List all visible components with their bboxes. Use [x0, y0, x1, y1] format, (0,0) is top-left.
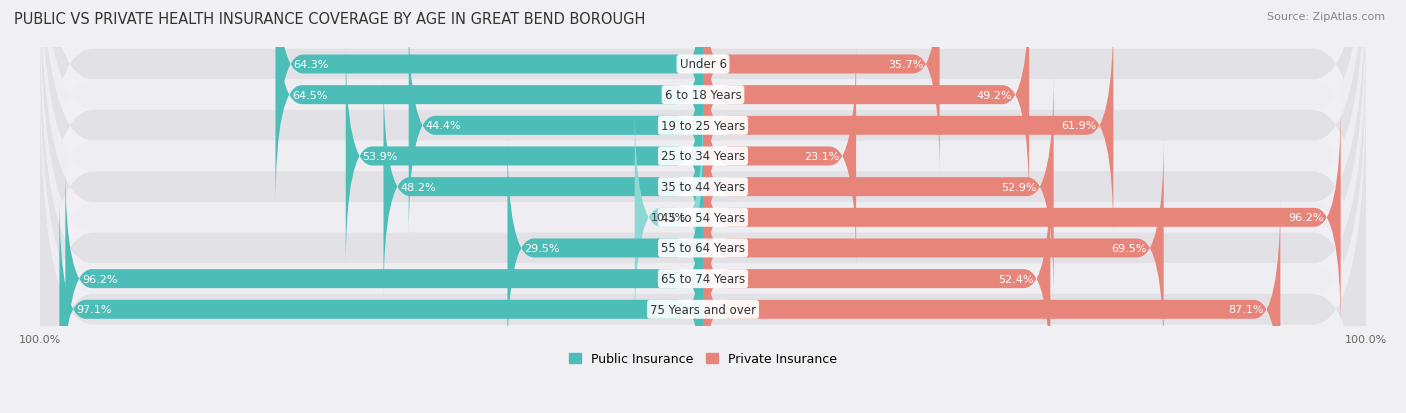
Text: 19 to 25 Years: 19 to 25 Years	[661, 119, 745, 133]
Text: 65 to 74 Years: 65 to 74 Years	[661, 273, 745, 285]
FancyBboxPatch shape	[41, 0, 1365, 386]
FancyBboxPatch shape	[41, 19, 1365, 413]
FancyBboxPatch shape	[508, 135, 703, 361]
Text: 29.5%: 29.5%	[524, 243, 560, 253]
Text: 87.1%: 87.1%	[1229, 304, 1264, 315]
FancyBboxPatch shape	[41, 0, 1365, 356]
FancyBboxPatch shape	[41, 50, 1365, 413]
Text: 53.9%: 53.9%	[363, 152, 398, 161]
Text: 10.3%: 10.3%	[651, 213, 686, 223]
Text: 64.3%: 64.3%	[294, 60, 329, 70]
Text: 44.4%: 44.4%	[425, 121, 461, 131]
Legend: Public Insurance, Private Insurance: Public Insurance, Private Insurance	[564, 347, 842, 370]
FancyBboxPatch shape	[703, 0, 939, 178]
FancyBboxPatch shape	[41, 80, 1365, 413]
FancyBboxPatch shape	[59, 197, 703, 413]
Text: 61.9%: 61.9%	[1062, 121, 1097, 131]
FancyBboxPatch shape	[409, 13, 703, 239]
FancyBboxPatch shape	[703, 13, 1114, 239]
Text: Under 6: Under 6	[679, 58, 727, 71]
Text: PUBLIC VS PRIVATE HEALTH INSURANCE COVERAGE BY AGE IN GREAT BEND BOROUGH: PUBLIC VS PRIVATE HEALTH INSURANCE COVER…	[14, 12, 645, 27]
FancyBboxPatch shape	[634, 105, 703, 331]
Text: 35.7%: 35.7%	[887, 60, 924, 70]
Text: 49.2%: 49.2%	[977, 90, 1012, 100]
FancyBboxPatch shape	[41, 0, 1365, 413]
FancyBboxPatch shape	[703, 74, 1053, 300]
FancyBboxPatch shape	[384, 74, 703, 300]
Text: 75 Years and over: 75 Years and over	[650, 303, 756, 316]
Text: 96.2%: 96.2%	[82, 274, 118, 284]
Text: 97.1%: 97.1%	[76, 304, 111, 315]
Text: 96.2%: 96.2%	[1288, 213, 1324, 223]
FancyBboxPatch shape	[703, 197, 1281, 413]
Text: 64.5%: 64.5%	[292, 90, 328, 100]
Text: 69.5%: 69.5%	[1112, 243, 1147, 253]
FancyBboxPatch shape	[276, 0, 703, 208]
Text: 52.4%: 52.4%	[998, 274, 1033, 284]
FancyBboxPatch shape	[703, 44, 856, 269]
Text: Source: ZipAtlas.com: Source: ZipAtlas.com	[1267, 12, 1385, 22]
Text: 45 to 54 Years: 45 to 54 Years	[661, 211, 745, 224]
FancyBboxPatch shape	[41, 0, 1365, 413]
Text: 55 to 64 Years: 55 to 64 Years	[661, 242, 745, 255]
FancyBboxPatch shape	[65, 166, 703, 392]
Text: 6 to 18 Years: 6 to 18 Years	[665, 89, 741, 102]
FancyBboxPatch shape	[41, 0, 1365, 325]
Text: 48.2%: 48.2%	[401, 182, 436, 192]
Text: 25 to 34 Years: 25 to 34 Years	[661, 150, 745, 163]
Text: 35 to 44 Years: 35 to 44 Years	[661, 181, 745, 194]
FancyBboxPatch shape	[703, 0, 1029, 208]
FancyBboxPatch shape	[703, 135, 1164, 361]
FancyBboxPatch shape	[41, 0, 1365, 294]
Text: 23.1%: 23.1%	[804, 152, 839, 161]
FancyBboxPatch shape	[346, 44, 703, 269]
FancyBboxPatch shape	[277, 0, 703, 178]
FancyBboxPatch shape	[703, 105, 1341, 331]
FancyBboxPatch shape	[703, 166, 1050, 392]
Text: 52.9%: 52.9%	[1001, 182, 1038, 192]
